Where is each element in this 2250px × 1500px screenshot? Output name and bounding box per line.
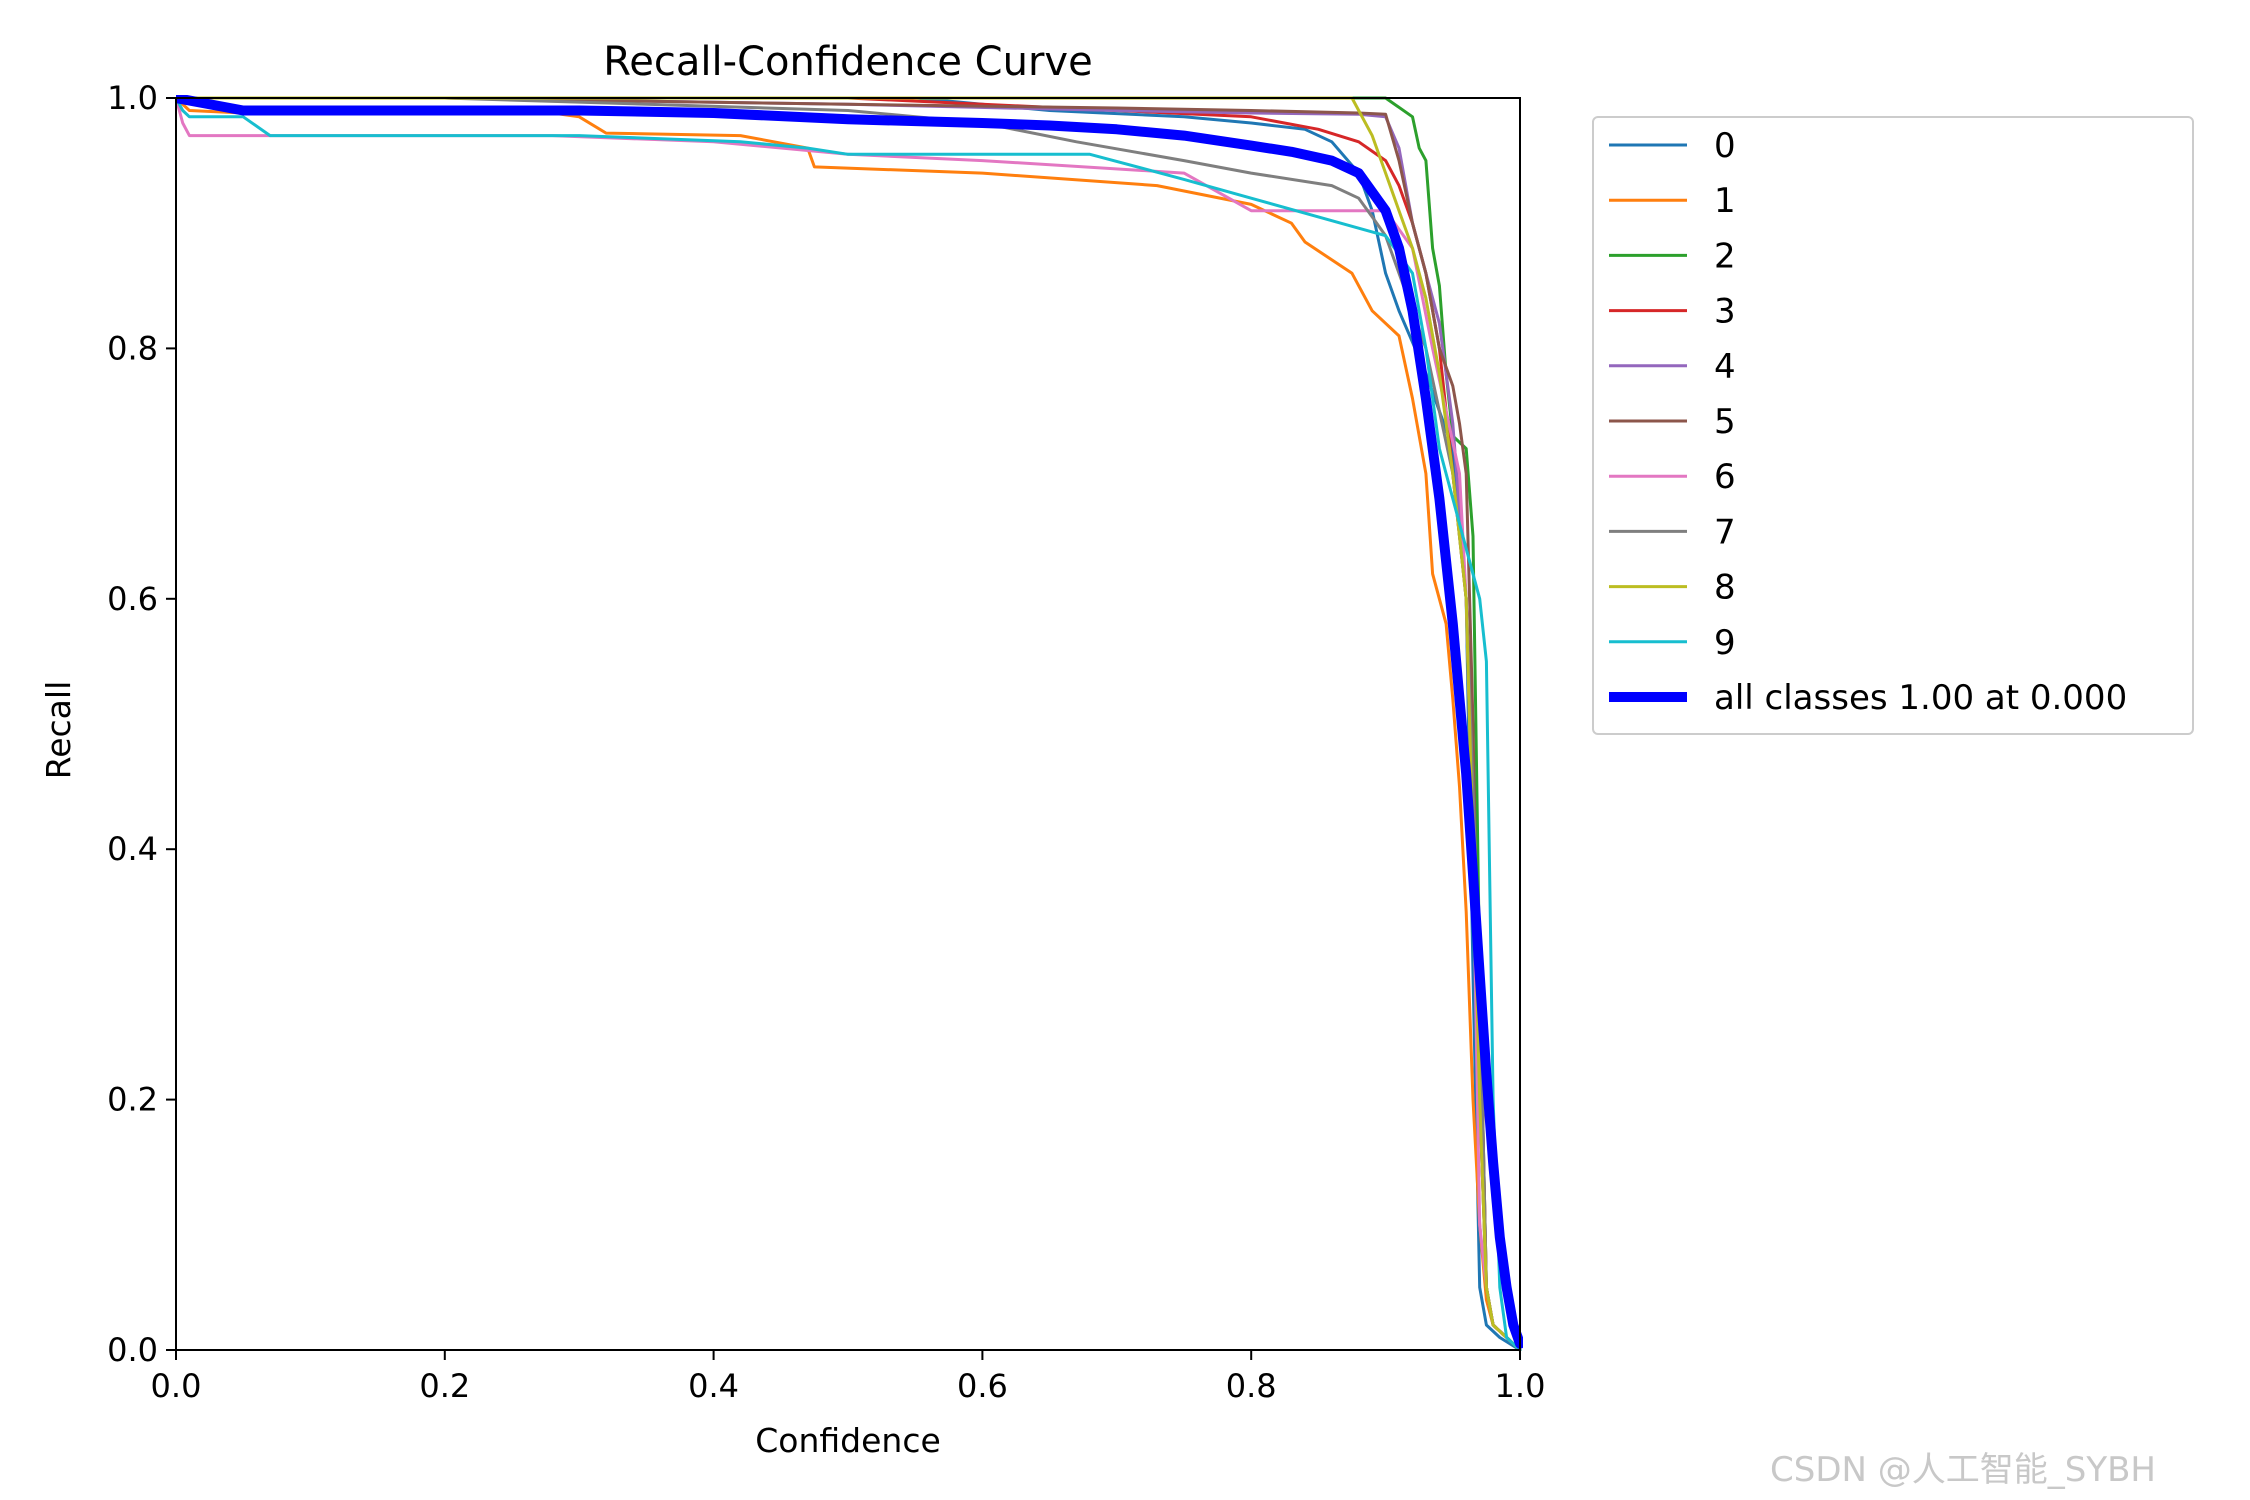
series-line-1: [176, 96, 1522, 1352]
y-tick-label: 0.2: [107, 1081, 158, 1119]
legend-box: [1592, 116, 2194, 735]
legend-label: 6: [1714, 457, 1736, 497]
y-tick-label: 1.0: [107, 79, 158, 117]
y-tick-label: 0.4: [107, 830, 158, 868]
legend: 0 1 2 3 4 5 6 7 8 9 all classes 1.00 at 0.000: [1592, 116, 2194, 735]
x-tick-label: 0.4: [688, 1367, 739, 1405]
legend-label: 9: [1714, 623, 1736, 663]
legend-label: 3: [1714, 292, 1736, 332]
x-tick-label: 0.0: [151, 1367, 202, 1405]
legend-label: 0: [1714, 126, 1736, 166]
y-tick-label: 0.0: [107, 1331, 158, 1369]
y-axis: 0.0 0.2 0.4 0.6 0.8 1.0: [107, 79, 176, 1369]
legend-label: 2: [1714, 236, 1736, 276]
watermark-text: CSDN @人工智能_SYBH: [1770, 1450, 2156, 1490]
x-tick-label: 0.8: [1226, 1367, 1277, 1405]
chart-title: Recall-Confidence Curve: [603, 39, 1092, 85]
y-tick-label: 0.8: [107, 329, 158, 367]
legend-label: all classes 1.00 at 0.000: [1714, 678, 2127, 718]
y-axis-label: Recall: [39, 681, 78, 779]
legend-label: 5: [1714, 402, 1736, 442]
legend-label: 7: [1714, 512, 1736, 552]
x-axis-label: Confidence: [755, 1421, 941, 1460]
x-tick-label: 0.2: [419, 1367, 470, 1405]
series-line-10: [176, 95, 1523, 1349]
series-line-9: [176, 96, 1522, 1352]
y-tick-label: 0.6: [107, 580, 158, 618]
x-tick-label: 0.6: [957, 1367, 1008, 1405]
legend-label: 4: [1714, 347, 1736, 387]
x-tick-label: 1.0: [1495, 1367, 1546, 1405]
plot-frame: [175, 97, 1521, 1351]
legend-label: 8: [1714, 568, 1736, 608]
x-axis: 0.0 0.2 0.4 0.6 0.8 1.0: [151, 1350, 1546, 1405]
legend-label: 1: [1714, 181, 1736, 221]
